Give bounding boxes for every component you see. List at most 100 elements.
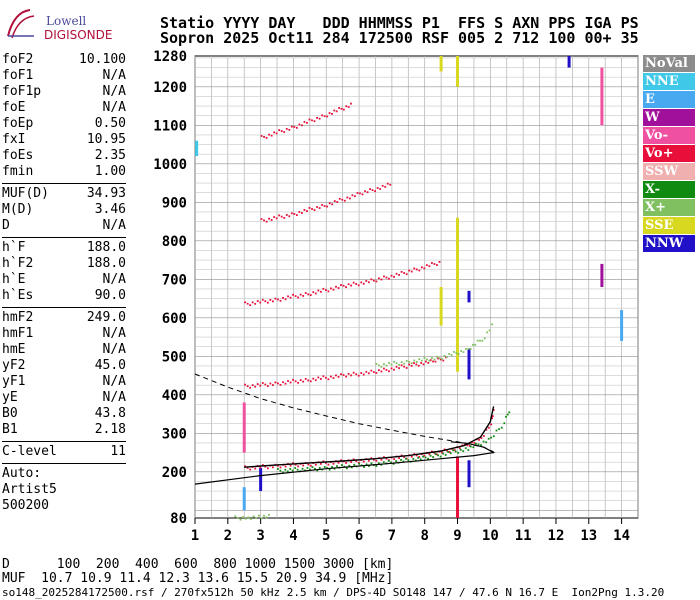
interference-bar	[195, 140, 199, 157]
interference-bar	[456, 217, 460, 372]
echo-point	[322, 375, 325, 378]
echo-point	[380, 370, 383, 373]
legend-item-x-: X+	[643, 199, 695, 216]
y-tick-label: 1280	[153, 49, 187, 65]
echo-point	[433, 263, 436, 265]
echo-point	[492, 409, 495, 411]
echo-point	[393, 368, 395, 371]
footer-file-info: so148_2025284172500.rsf / 270fx512h 50 k…	[2, 586, 665, 599]
y-tick-label: 80	[170, 511, 187, 527]
param-name: yF2	[2, 358, 26, 373]
echo-point	[395, 460, 397, 463]
param-name: h`E	[2, 272, 26, 287]
echo-point	[277, 298, 279, 301]
echo-point	[423, 267, 426, 270]
echo-point	[261, 464, 264, 466]
echo-point	[316, 206, 318, 208]
echo-point	[431, 357, 433, 359]
echo-point	[261, 298, 264, 301]
param-value: 10.95	[86, 132, 126, 147]
echo-point	[313, 120, 316, 123]
echo-point	[270, 219, 273, 221]
echo-point	[266, 301, 269, 304]
echo-point	[469, 348, 472, 350]
echo-point	[448, 451, 451, 453]
echo-point	[348, 464, 351, 467]
echo-point	[326, 205, 329, 208]
echo-point	[398, 457, 400, 459]
echo-point	[316, 469, 319, 472]
echo-point	[495, 429, 498, 432]
param-row: hmF1 N/A	[2, 326, 126, 342]
echo-point	[250, 518, 252, 520]
echo-point	[283, 131, 286, 133]
param-name: foF1p	[2, 84, 42, 99]
echo-point	[287, 380, 289, 382]
echo-point	[361, 193, 364, 196]
echo-point	[376, 187, 379, 189]
echo-point	[273, 216, 276, 218]
echo-point	[372, 371, 375, 374]
echo-point	[466, 444, 469, 447]
echo-point	[336, 201, 339, 203]
echo-point	[508, 411, 511, 414]
echo-point	[413, 453, 416, 455]
param-name: B0	[2, 406, 18, 421]
echo-point	[388, 277, 390, 280]
echo-point	[338, 107, 340, 109]
echo-point	[368, 465, 370, 467]
echo-point	[254, 302, 257, 305]
echo-point	[427, 362, 430, 364]
param-row: MUF(D) 34.93	[2, 186, 126, 202]
param-separator	[2, 307, 126, 308]
echo-point	[372, 279, 375, 282]
echo-point	[403, 272, 406, 274]
echo-point	[279, 383, 282, 386]
param-separator	[2, 441, 126, 442]
param-row: C-level 11	[2, 444, 126, 460]
param-name: h`F2	[2, 256, 34, 271]
echo-point	[380, 278, 383, 281]
echo-point	[278, 129, 281, 132]
echo-point	[335, 110, 338, 113]
echo-point	[395, 272, 398, 275]
echo-point	[271, 466, 274, 469]
echo-point	[314, 379, 317, 382]
echo-point	[475, 442, 477, 445]
echo-point	[311, 466, 314, 468]
echo-point	[279, 466, 282, 469]
echo-point	[383, 456, 385, 458]
echo-point	[282, 297, 284, 299]
echo-point	[457, 451, 460, 454]
echo-point	[333, 200, 336, 202]
echo-point	[390, 461, 393, 464]
echo-point	[249, 468, 252, 471]
param-row: yE N/A	[2, 390, 126, 406]
echo-point	[398, 274, 400, 276]
echo-point	[389, 183, 392, 186]
echo-point	[362, 460, 365, 463]
interference-bar	[456, 56, 460, 87]
echo-point	[367, 372, 370, 375]
echo-point	[387, 459, 390, 462]
echo-point	[415, 363, 418, 366]
echo-point	[279, 299, 282, 302]
echo-point	[385, 276, 388, 279]
echo-point	[347, 106, 350, 108]
echo-point	[309, 468, 311, 471]
echo-point	[337, 287, 340, 289]
echo-point	[259, 384, 262, 387]
echo-point	[381, 184, 384, 187]
echo-point	[254, 467, 257, 470]
echo-point	[348, 197, 351, 200]
param-name: C-level	[2, 444, 57, 459]
echo-point	[491, 323, 493, 326]
echo-point	[408, 363, 411, 366]
echo-point	[288, 128, 291, 131]
echo-point	[410, 270, 413, 273]
echo-point	[292, 293, 294, 296]
echo-point	[382, 461, 385, 464]
echo-point	[319, 378, 322, 380]
echo-point	[370, 369, 373, 372]
echo-point	[275, 217, 278, 220]
